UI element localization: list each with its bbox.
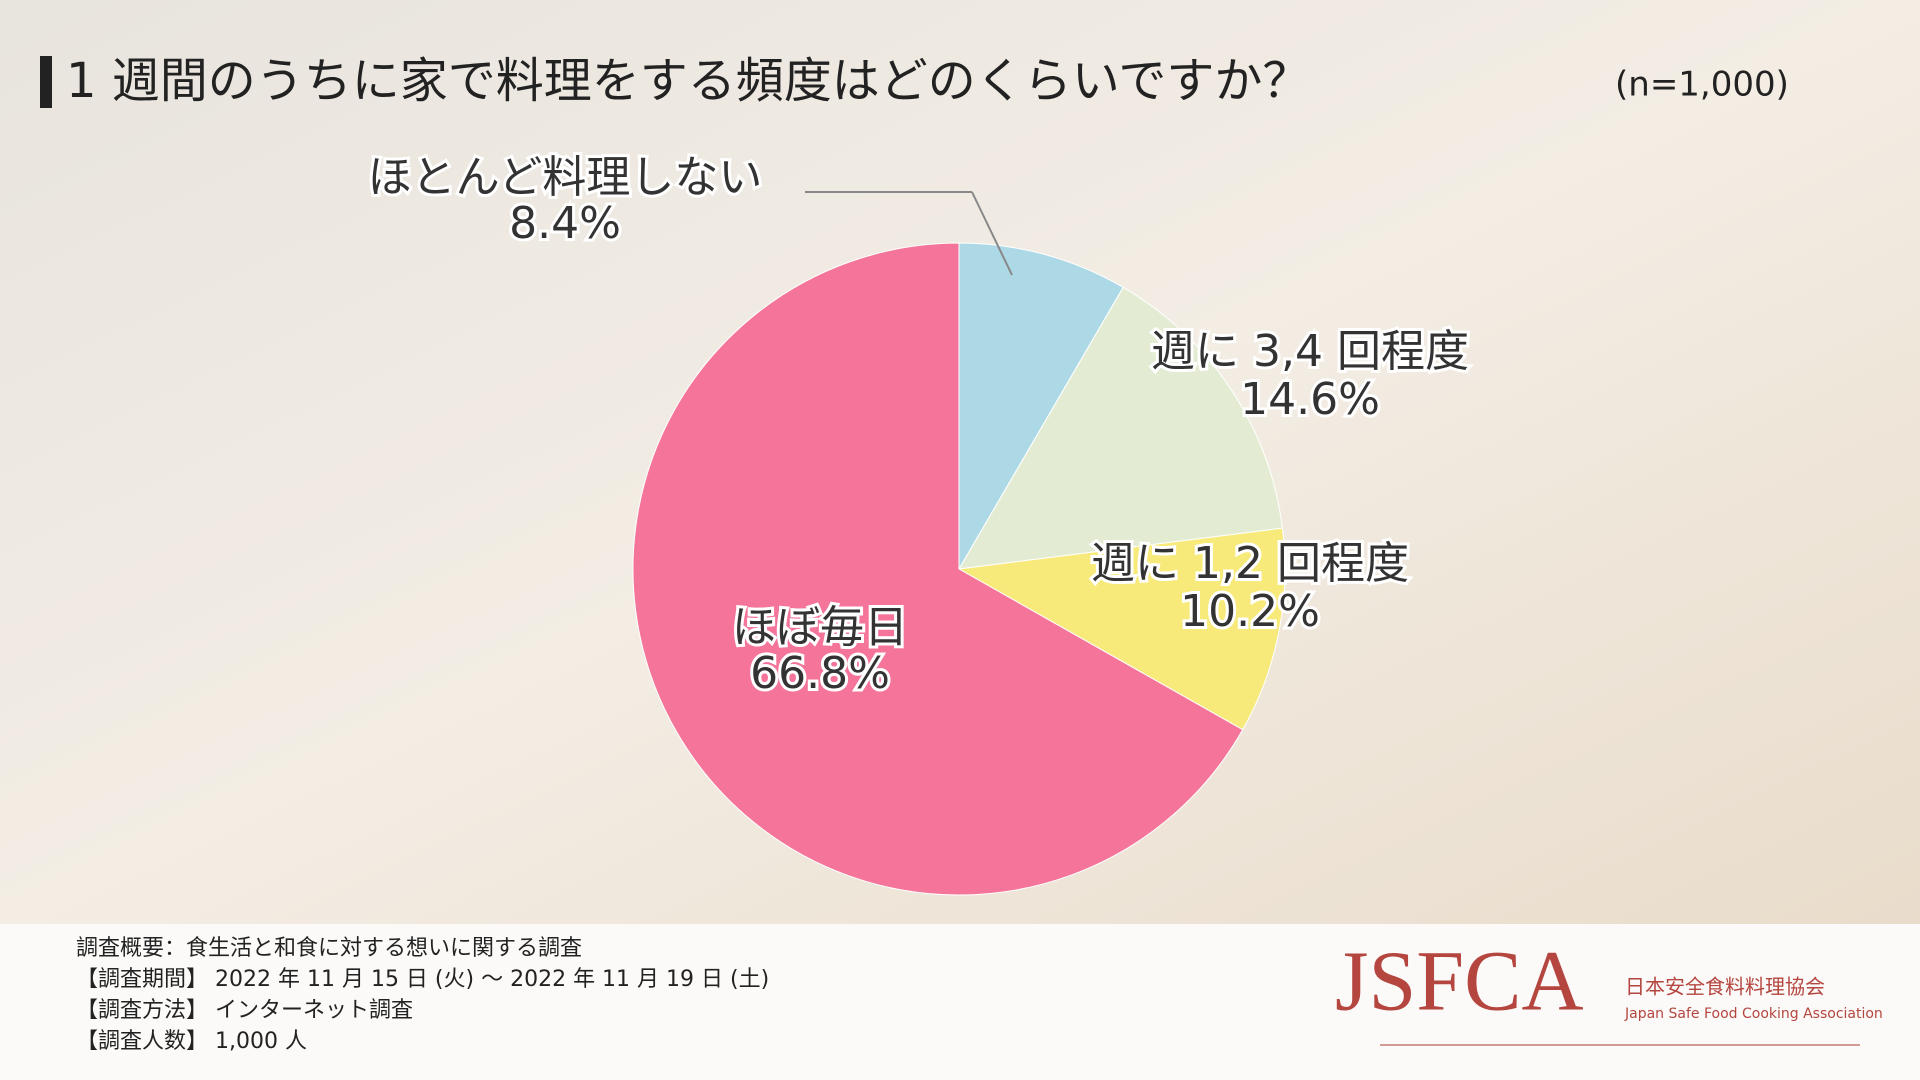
chart-subtitle: (n=1,000) xyxy=(1615,65,1789,105)
logo: JSFCA xyxy=(1335,933,1584,1029)
footer-band xyxy=(0,924,1920,1080)
value-label: 8.4% xyxy=(509,198,621,249)
chart-title: 1 週間のうちに家で料理をする頻度はどのくらいですか？ xyxy=(66,53,1310,109)
slice-label: 週に 3,4 回程度 xyxy=(1151,326,1469,377)
value-label: 14.6% xyxy=(1240,374,1380,425)
footer-line: 【調査期間】 2022 年 11 月 15 日 (火) ～ 2022 年 11 … xyxy=(76,967,769,992)
pie-slice xyxy=(958,286,1283,570)
value-label: 10.2% xyxy=(1180,586,1320,637)
title-marker xyxy=(40,56,52,108)
slice-label: ほとんど料理しない xyxy=(368,152,763,203)
pie-slice xyxy=(632,242,1244,896)
value-label: 66.8% xyxy=(750,648,890,699)
org-name-en: Japan Safe Food Cooking Association xyxy=(1624,1006,1883,1022)
footer-line: 【調査方法】 インターネット調査 xyxy=(76,998,413,1023)
leader-line xyxy=(971,191,1013,276)
org-name: 日本安全食料料理協会 xyxy=(1625,975,1825,999)
pie-slice xyxy=(958,242,1124,571)
pie-slice xyxy=(957,527,1286,731)
slice-label: ほぼ毎日 xyxy=(732,602,908,653)
footer-line: 調査概要：食生活と和食に対する想いに関する調査 xyxy=(76,936,582,961)
footer-line: 【調査人数】 1,000 人 xyxy=(76,1029,307,1054)
slice-label: 週に 1,2 回程度 xyxy=(1091,538,1409,589)
